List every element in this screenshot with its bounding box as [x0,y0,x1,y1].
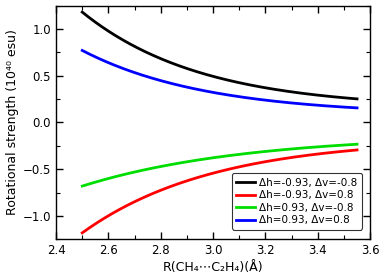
Δh=-0.93, Δv=-0.8 [243,82,248,86]
Δh=0.93, Δv=-0.8 [229,154,233,157]
Δh=-0.93, Δv=-0.8 [348,97,353,100]
Δh=-0.93, Δv=-0.8 [212,75,217,78]
Δh=-0.93, Δv=0.8 [348,149,353,152]
Δh=0.93, Δv=0.8 [305,103,310,106]
Δh=-0.93, Δv=0.8 [355,148,359,152]
Δh=-0.93, Δv=-0.8 [355,97,359,101]
Δh=0.93, Δv=-0.8 [212,156,217,159]
Δh=0.93, Δv=0.8 [348,106,353,109]
Line: Δh=0.93, Δv=0.8: Δh=0.93, Δv=0.8 [82,50,357,108]
Δh=0.93, Δv=0.8 [243,96,248,99]
Δh=0.93, Δv=0.8 [211,91,215,94]
Δh=0.93, Δv=-0.8 [305,146,310,149]
Δh=0.93, Δv=0.8 [229,94,233,97]
Δh=-0.93, Δv=0.8 [243,164,248,167]
Δh=-0.93, Δv=-0.8 [80,10,85,14]
Δh=-0.93, Δv=0.8 [212,171,217,174]
Δh=-0.93, Δv=0.8 [305,154,310,157]
Line: Δh=0.93, Δv=-0.8: Δh=0.93, Δv=-0.8 [82,144,357,186]
Δh=0.93, Δv=-0.8 [348,143,353,146]
Δh=-0.93, Δv=0.8 [229,167,233,171]
Δh=0.93, Δv=-0.8 [211,156,215,160]
Δh=0.93, Δv=0.8 [80,49,85,52]
Δh=0.93, Δv=-0.8 [80,185,85,188]
Line: Δh=-0.93, Δv=0.8: Δh=-0.93, Δv=0.8 [82,150,357,233]
Y-axis label: Rotational strength (10⁴⁰ esu): Rotational strength (10⁴⁰ esu) [5,30,18,215]
Line: Δh=-0.93, Δv=-0.8: Δh=-0.93, Δv=-0.8 [82,12,357,99]
Δh=-0.93, Δv=0.8 [211,172,215,175]
X-axis label: R(CH₄⋯C₂H₄)(Å): R(CH₄⋯C₂H₄)(Å) [163,262,263,274]
Δh=-0.93, Δv=-0.8 [305,92,310,96]
Δh=0.93, Δv=0.8 [212,91,217,94]
Δh=0.93, Δv=-0.8 [355,143,359,146]
Δh=-0.93, Δv=0.8 [80,231,85,235]
Δh=-0.93, Δv=-0.8 [211,74,215,78]
Δh=0.93, Δv=0.8 [355,106,359,109]
Δh=0.93, Δv=-0.8 [243,152,248,155]
Legend: Δh=-0.93, Δv=-0.8, Δh=-0.93, Δv=0.8, Δh=0.93, Δv=-0.8, Δh=0.93, Δv=0.8: Δh=-0.93, Δv=-0.8, Δh=-0.93, Δv=0.8, Δh=… [232,173,362,230]
Δh=-0.93, Δv=-0.8 [229,79,233,83]
